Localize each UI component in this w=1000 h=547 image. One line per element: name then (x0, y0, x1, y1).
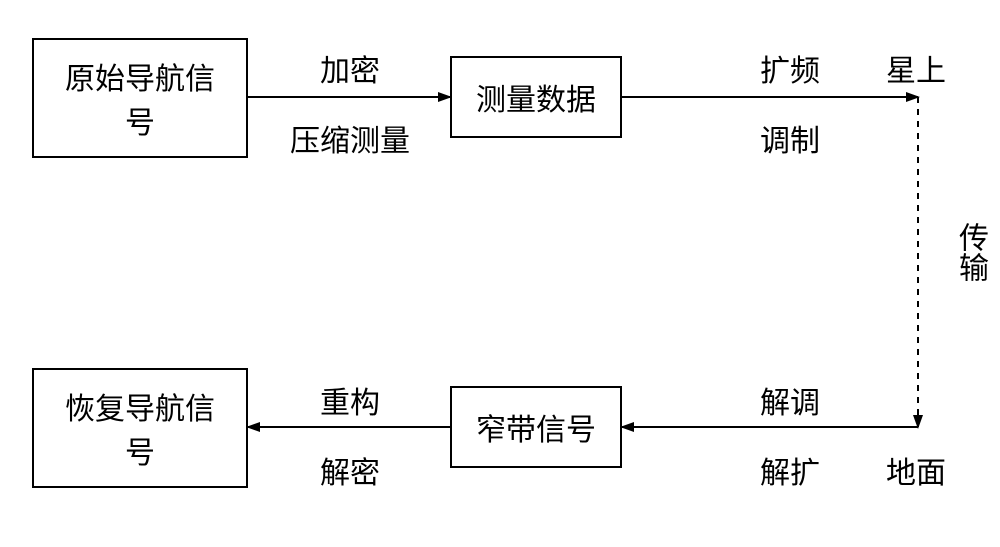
box-narrowband: 窄带信号 (450, 386, 622, 468)
box-narrowband-text: 窄带信号 (476, 405, 596, 449)
label-spread: 扩频 (760, 46, 820, 90)
box-meas-data-text: 测量数据 (476, 75, 596, 119)
label-decrypt: 解密 (320, 448, 380, 492)
label-compress-meas: 压缩测量 (290, 116, 410, 160)
box-orig-nav-line1: 原始导航信 (65, 54, 215, 98)
label-ground: 地面 (886, 448, 946, 492)
label-onboard: 星上 (886, 46, 946, 90)
box-recover-nav-line2: 号 (65, 428, 215, 472)
box-meas-data: 测量数据 (450, 56, 622, 138)
label-transmit: 传输 (948, 222, 992, 282)
box-orig-nav-line2: 号 (65, 98, 215, 142)
box-recover-nav-line1: 恢复导航信 (65, 384, 215, 428)
label-despread: 解扩 (760, 448, 820, 492)
label-modulate: 调制 (760, 116, 820, 160)
box-orig-nav: 原始导航信 号 (32, 38, 248, 158)
label-demod: 解调 (760, 378, 820, 422)
box-recover-nav: 恢复导航信 号 (32, 368, 248, 488)
label-reconstruct: 重构 (320, 378, 380, 422)
label-encrypt: 加密 (320, 46, 380, 90)
